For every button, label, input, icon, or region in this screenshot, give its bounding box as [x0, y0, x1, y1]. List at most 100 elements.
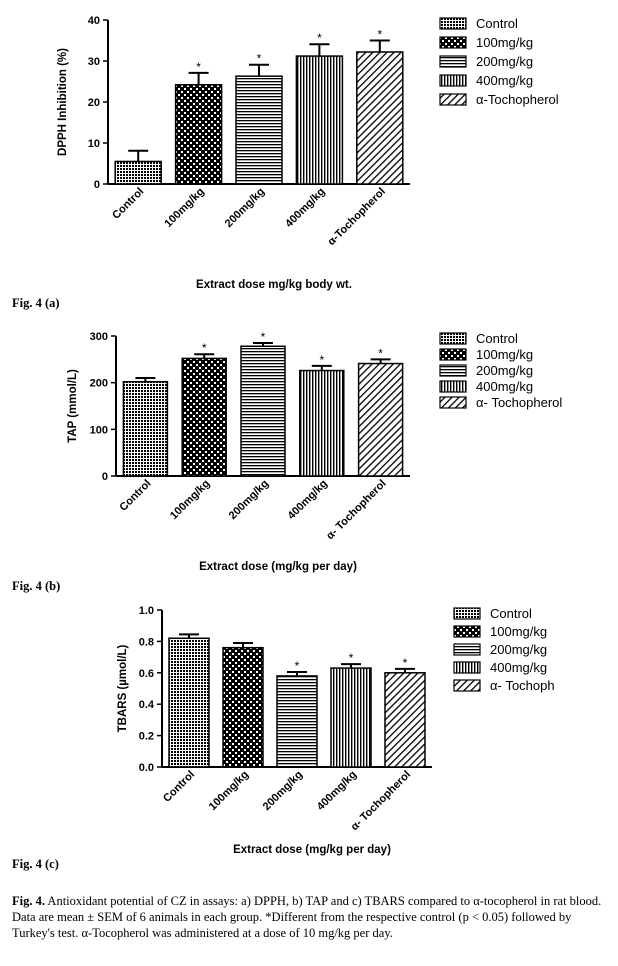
chart-tbars: 0.0 0.2 0.4 0.6 0.8 1.0 TBARS (µmol/L) Control 1… — [117, 605, 555, 856]
bar — [181, 357, 227, 477]
y-tick-label: 300 — [90, 331, 108, 343]
y-tick-label: 0.2 — [139, 731, 154, 743]
bar — [222, 646, 264, 768]
legend-swatch — [453, 625, 481, 638]
x-tick-label: 400mg/kg — [286, 478, 330, 522]
chart-tap: 0 100 200 300 TAP (mmol/L) Control * 100mg/kg * 2… — [67, 330, 562, 573]
x-tick-label: α-Tochopherol — [326, 186, 388, 248]
significance-marker: * — [319, 353, 324, 367]
x-tick-label: 400mg/kg — [315, 769, 359, 813]
bar — [114, 160, 162, 185]
x-tick-label: 400mg/kg — [283, 186, 327, 230]
y-tick-label: 20 — [88, 97, 100, 109]
x-tick-label: 200mg/kg — [227, 478, 271, 522]
bar — [235, 75, 283, 185]
significance-marker: * — [257, 52, 262, 66]
legend-label: α-Tochopherol — [476, 92, 559, 107]
x-tick-label: 100mg/kg — [207, 769, 251, 813]
legend-swatch — [439, 364, 467, 377]
significance-marker: * — [377, 28, 382, 42]
x-tick-label: 200mg/kg — [223, 186, 267, 230]
x-tick-label: Control — [110, 186, 146, 222]
legend-label: 400mg/kg — [476, 379, 533, 394]
significance-marker: * — [317, 31, 322, 45]
legend-label: Control — [476, 16, 518, 31]
bar — [299, 369, 345, 477]
legend-swatch — [439, 74, 467, 87]
y-tick-label: 40 — [88, 15, 100, 27]
significance-marker: * — [295, 659, 300, 673]
y-tick-label: 200 — [90, 378, 108, 390]
significance-marker: * — [378, 346, 383, 360]
y-axis-label: TAP (mmol/L) — [67, 369, 79, 443]
legend-swatch — [439, 17, 467, 30]
significance-marker: * — [261, 330, 266, 344]
x-axis-label: Extract dose mg/kg body wt. — [196, 279, 352, 291]
x-tick-label: Control — [161, 769, 197, 805]
x-axis-label: Extract dose (mg/kg per day) — [233, 844, 391, 856]
significance-marker: * — [202, 341, 207, 355]
x-tick-label: 100mg/kg — [162, 186, 206, 230]
y-tick-label: 0 — [94, 179, 100, 191]
legend-swatch — [439, 380, 467, 393]
y-tick-label: 0.8 — [139, 636, 154, 648]
chart-dpph: 0 10 20 30 40 DPPH Inhibition (%) Control * 100m… — [57, 15, 559, 291]
y-tick-label: 100 — [90, 424, 108, 436]
legend-label: 100mg/kg — [476, 347, 533, 362]
bar — [276, 675, 318, 768]
caption-prefix: Fig. 4. — [12, 894, 45, 908]
bar — [356, 51, 404, 185]
significance-marker: * — [349, 651, 354, 665]
legend-swatch — [439, 396, 467, 409]
figure-label-b: Fig. 4 (b) — [12, 579, 61, 593]
y-tick-label: 0.0 — [139, 762, 154, 774]
bar — [240, 345, 286, 477]
legend-swatch — [439, 36, 467, 49]
legend-swatch — [453, 643, 481, 656]
significance-marker: * — [403, 656, 408, 670]
legend-swatch — [453, 607, 481, 620]
significance-marker: * — [196, 60, 201, 74]
bar — [357, 362, 404, 477]
bar — [174, 84, 223, 185]
x-tick-label: 100mg/kg — [168, 478, 212, 522]
y-tick-label: 0.4 — [139, 699, 155, 711]
caption-text: Antioxidant potential of CZ in assays: a… — [12, 894, 602, 940]
x-axis-label: Extract dose (mg/kg per day) — [199, 561, 357, 573]
legend-swatch — [439, 55, 467, 68]
legend-label: 200mg/kg — [490, 642, 547, 657]
legend-swatch — [439, 332, 467, 345]
bar — [295, 55, 344, 185]
legend-label: 400mg/kg — [476, 73, 533, 88]
x-tick-label: Control — [117, 478, 153, 514]
y-tick-label: 30 — [88, 56, 100, 68]
legend-label: 100mg/kg — [490, 624, 547, 639]
y-axis-label: TBARS (µmol/L) — [117, 644, 129, 732]
legend-swatch — [439, 348, 467, 361]
figure-label-a: Fig. 4 (a) — [12, 296, 60, 310]
bar — [168, 637, 210, 768]
legend-swatch — [439, 93, 467, 106]
x-tick-label: α- Tochopherol — [324, 478, 389, 543]
figure-label-c: Fig. 4 (c) — [12, 857, 59, 871]
bar — [122, 380, 169, 477]
legend-label: α- Tochoph — [490, 678, 555, 693]
legend-label: 400mg/kg — [490, 660, 547, 675]
y-tick-label: 0 — [102, 471, 108, 483]
legend-label: α- Tochopherol — [476, 395, 562, 410]
figure-caption: Fig. 4. Antioxidant potential of CZ in a… — [12, 893, 610, 941]
legend-label: Control — [476, 331, 518, 346]
y-tick-label: 1.0 — [139, 605, 154, 617]
legend-swatch — [453, 679, 481, 692]
y-tick-label: 0.6 — [139, 668, 154, 680]
y-tick-label: 10 — [88, 138, 100, 150]
x-tick-label: 200mg/kg — [261, 769, 305, 813]
x-tick-label: α- Tochopherol — [349, 769, 414, 834]
bar — [384, 672, 426, 768]
y-axis-label: DPPH Inhibition (%) — [57, 48, 69, 156]
legend-label: 200mg/kg — [476, 54, 533, 69]
legend-label: 200mg/kg — [476, 363, 533, 378]
legend-label: Control — [490, 606, 532, 621]
legend-swatch — [453, 661, 481, 674]
legend-label: 100mg/kg — [476, 35, 533, 50]
